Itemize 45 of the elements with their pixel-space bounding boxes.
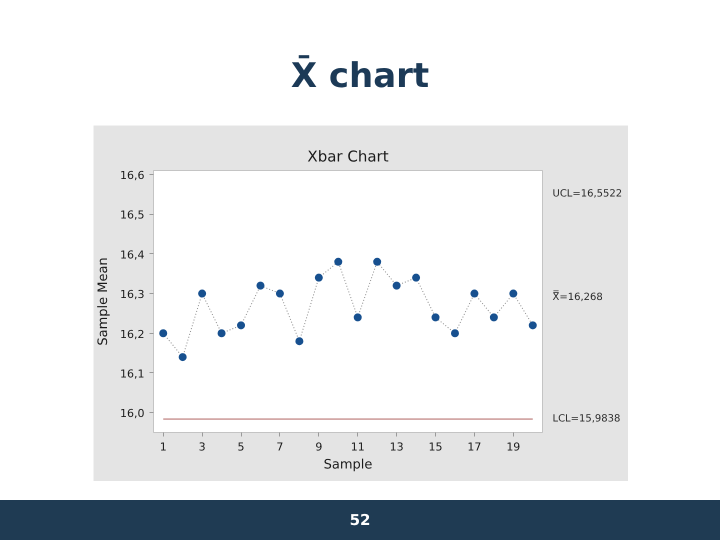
y-tick-label: 16,2 [120,328,145,341]
point [412,274,420,282]
x-axis-title: Sample [324,458,372,472]
point [178,353,187,362]
x-tick-label: 5 [238,440,245,454]
chart-subtitle: Xbar Chart [307,148,389,166]
ref-line-label: LCL=15,9838 [552,414,620,425]
x-tick-label: 15 [428,440,443,454]
text: UCL=16,5522 [552,188,622,200]
point [528,321,537,330]
point [470,290,478,298]
point [490,313,498,322]
point [218,329,226,338]
point [314,274,323,282]
y-tick-label: 16,1 [120,367,145,380]
point [276,290,284,298]
x-tick-label: 11 [350,440,365,454]
point [354,313,362,322]
y-tick-label: 16,4 [120,248,145,262]
point [198,290,206,298]
point [373,258,382,266]
x-tick-label: 9 [315,440,322,454]
y-tick-label: 16,5 [120,208,145,222]
point [334,258,342,266]
y-tick-label: 16,0 [120,407,145,420]
point [256,282,264,290]
point [295,337,304,346]
text: 52 [0,500,720,540]
y-tick-label: 16,6 [120,168,145,182]
x-tick-label: 7 [276,440,284,454]
text: X̿=16,268 [552,290,603,304]
point [450,329,459,338]
x-tick-label: 13 [390,440,404,454]
point [237,321,246,330]
x-tick-label: 1 [160,440,167,454]
x-tick-label: 17 [467,440,482,454]
x-tick-label: 19 [506,440,520,454]
point [392,282,401,290]
y-axis-title: Sample Mean [96,257,112,346]
y-tick-label: 16,3 [120,288,145,302]
point [509,290,518,298]
point [432,313,440,322]
x-tick-label: 3 [198,440,206,454]
chart-title: X̄ chart [290,54,430,98]
point [159,329,168,338]
